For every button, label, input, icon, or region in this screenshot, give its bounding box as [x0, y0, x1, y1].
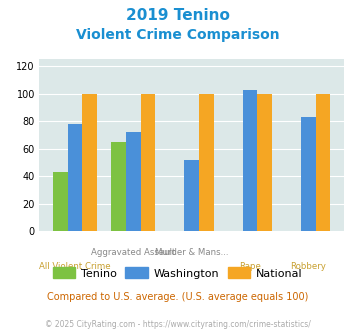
Bar [67, 124, 82, 231]
Bar [316, 94, 331, 231]
Bar [126, 132, 141, 231]
Text: Compared to U.S. average. (U.S. average equals 100): Compared to U.S. average. (U.S. average … [47, 292, 308, 302]
Bar [184, 160, 199, 231]
Text: Violent Crime Comparison: Violent Crime Comparison [76, 28, 279, 42]
Bar [257, 94, 272, 231]
Bar [53, 172, 67, 231]
Text: All Violent Crime: All Violent Crime [39, 262, 111, 271]
Bar [111, 142, 126, 231]
Text: 2019 Tenino: 2019 Tenino [126, 8, 229, 23]
Bar [82, 94, 97, 231]
Bar [199, 94, 214, 231]
Bar [301, 117, 316, 231]
Bar [243, 90, 257, 231]
Text: © 2025 CityRating.com - https://www.cityrating.com/crime-statistics/: © 2025 CityRating.com - https://www.city… [45, 320, 310, 329]
Bar [141, 94, 155, 231]
Text: Murder & Mans...: Murder & Mans... [155, 248, 229, 257]
Text: Aggravated Assault: Aggravated Assault [91, 248, 175, 257]
Legend: Tenino, Washington, National: Tenino, Washington, National [48, 263, 307, 283]
Text: Rape: Rape [239, 262, 261, 271]
Text: Robbery: Robbery [291, 262, 327, 271]
